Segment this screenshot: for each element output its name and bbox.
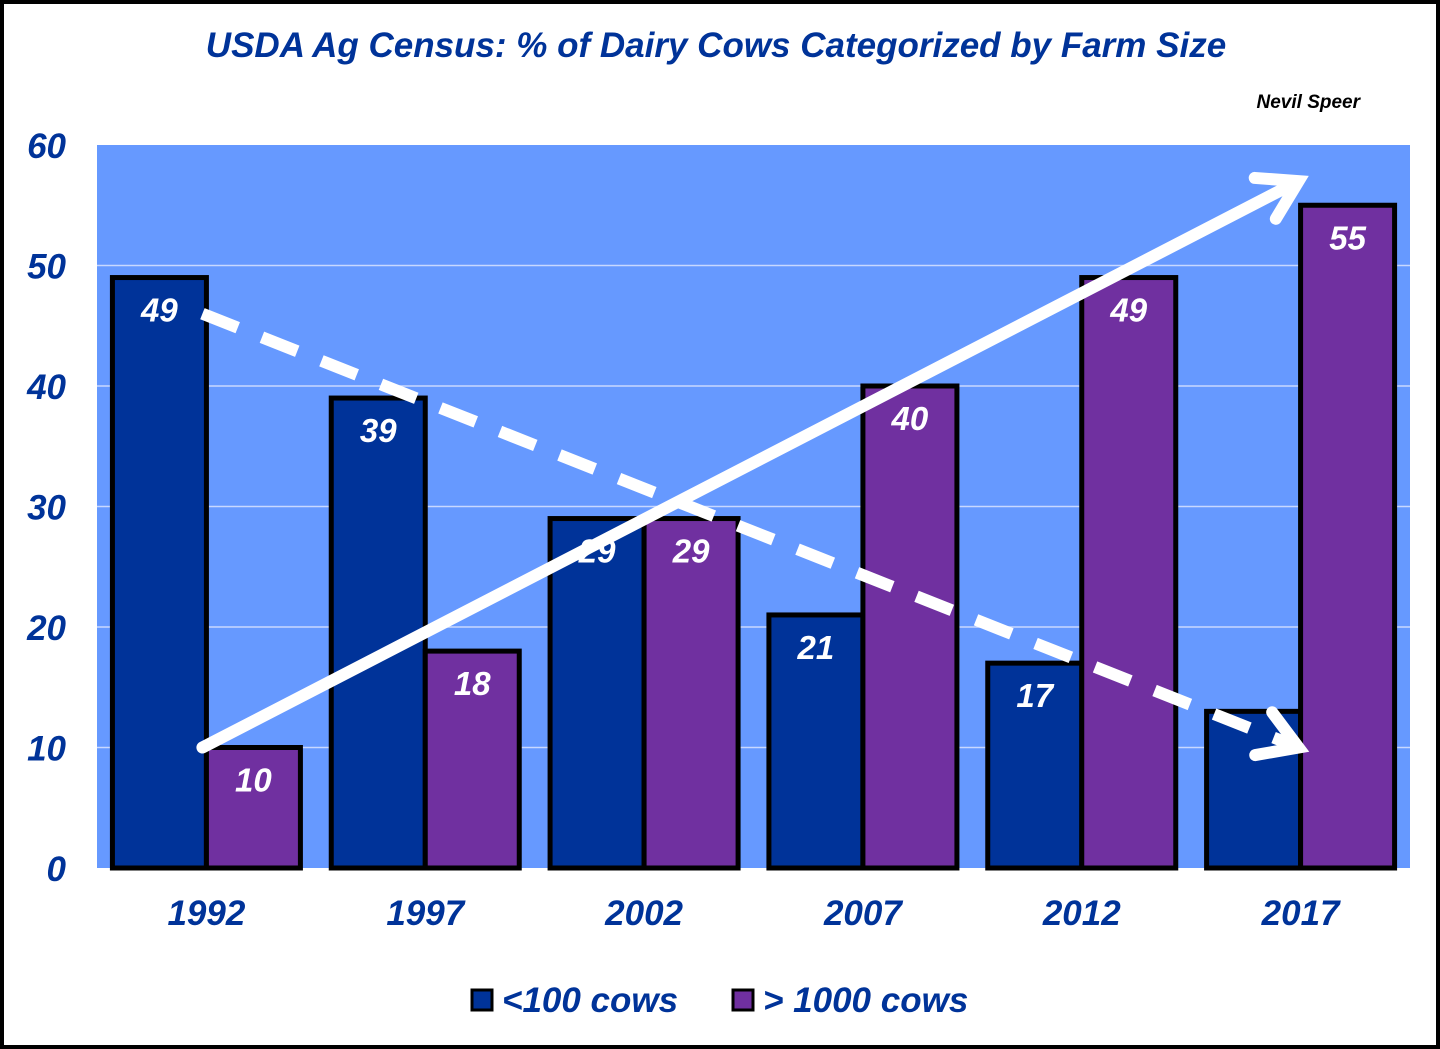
- y-tick-label: 10: [27, 730, 66, 769]
- bar-large-farms-2017: [1298, 202, 1398, 871]
- bar-large-farms-1992: [203, 745, 303, 871]
- trend-arrows: [196, 171, 1310, 762]
- bar-large-farms-2002: [641, 516, 741, 871]
- data-label: 55: [1329, 219, 1366, 256]
- x-axis-tick-labels: 1992 1997 2002 2007 2012 2017: [167, 894, 1341, 933]
- x-tick-label: 2002: [604, 894, 683, 933]
- data-label: 49: [1109, 292, 1147, 329]
- bar-small-farms-1992: [109, 275, 209, 871]
- data-label: 18: [454, 665, 491, 702]
- legend: <100 cows > 1000 cows: [470, 981, 968, 1020]
- chart-title: USDA Ag Census: % of Dairy Cows Categori…: [206, 26, 1226, 65]
- data-label: 39: [360, 412, 397, 449]
- rising-trend-arrow: [196, 171, 1309, 754]
- y-tick-label: 50: [27, 248, 66, 287]
- declining-trend-arrow: [200, 308, 1310, 762]
- data-label: 10: [235, 762, 272, 799]
- x-tick-label: 1997: [386, 894, 465, 933]
- x-tick-label: 2017: [1261, 894, 1341, 933]
- legend-label: <100 cows: [502, 981, 678, 1020]
- legend-label: > 1000 cows: [763, 981, 968, 1020]
- bar-small-farms-2012: [985, 660, 1085, 871]
- bar-large-farms-2012: [1079, 275, 1179, 871]
- data-label: 40: [891, 400, 929, 437]
- y-tick-label: 60: [27, 127, 66, 166]
- bar-small-farms-2002: [547, 516, 647, 871]
- y-tick-label: 40: [26, 368, 66, 407]
- legend-swatch: [731, 988, 755, 1012]
- legend-swatch: [470, 988, 494, 1012]
- bars: [109, 202, 1398, 871]
- bar-large-farms-1997: [422, 648, 522, 871]
- data-label: 17: [1016, 677, 1054, 714]
- data-label: 49: [140, 292, 178, 329]
- data-label: 21: [797, 629, 835, 666]
- y-tick-label: 20: [26, 609, 66, 648]
- y-tick-label: 30: [27, 489, 66, 528]
- gridlines: [97, 264, 1410, 749]
- x-tick-label: 2012: [1042, 894, 1121, 933]
- x-tick-label: 2007: [823, 894, 903, 933]
- x-tick-label: 1992: [167, 894, 245, 933]
- bar-large-farms-2007: [860, 383, 960, 871]
- chart-author: Nevil Speer: [1257, 92, 1362, 113]
- y-tick-label: 0: [47, 850, 67, 889]
- y-axis-tick-labels: 0 10 20 30 40 50 60: [26, 127, 66, 889]
- data-label: 29: [672, 533, 710, 570]
